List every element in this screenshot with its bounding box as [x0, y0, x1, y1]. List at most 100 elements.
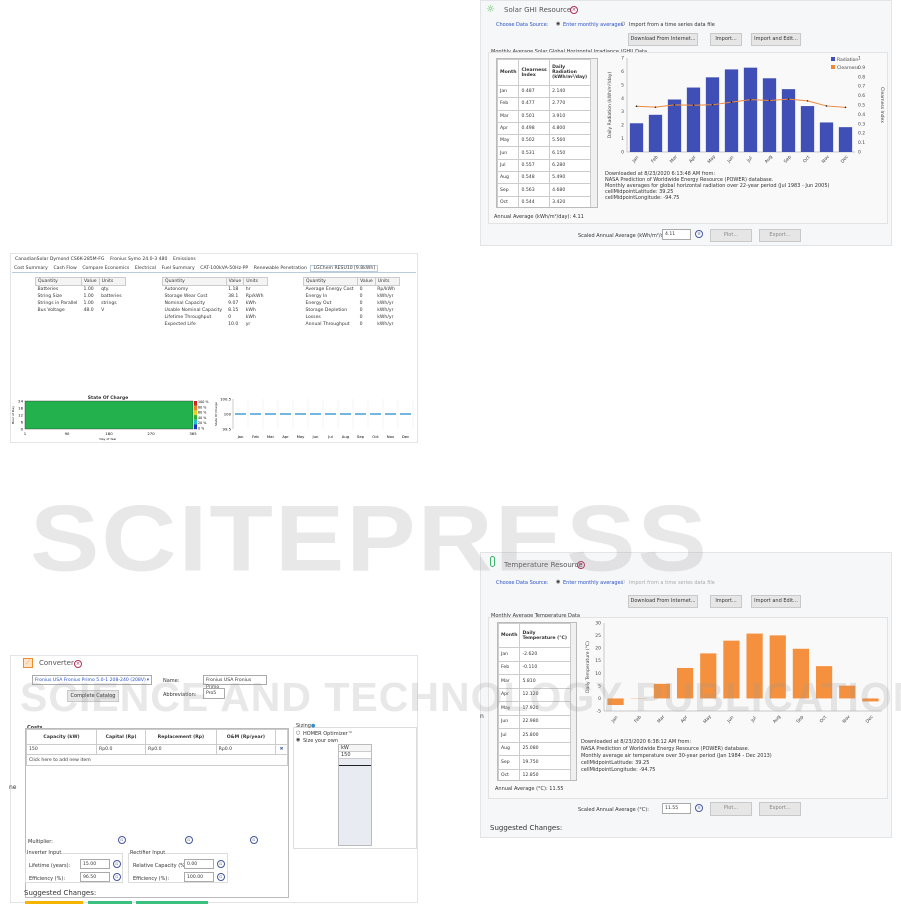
table-cell[interactable]: 1.00 [81, 300, 99, 307]
scaled-average-input[interactable]: 11.55 [662, 803, 691, 814]
add-item-row[interactable]: Click here to add new item [27, 755, 288, 766]
radio-size-own[interactable]: ◉ [296, 737, 300, 743]
tab-battery[interactable]: LGChem RESU10 [9.8kWh] [310, 265, 378, 272]
table-cell[interactable]: -2.620 [520, 648, 571, 662]
table-cell[interactable]: 4.680 [550, 184, 591, 196]
table-cell[interactable]: 0 [358, 321, 376, 328]
table-cell[interactable]: Strings in Parallel [36, 300, 82, 307]
reff-sensitivity-icon[interactable]: ⊡ [217, 873, 225, 881]
table-cell[interactable]: Average Energy Cost [304, 286, 358, 293]
title-tab[interactable]: Emissions [171, 257, 198, 262]
rectifier-efficiency-input[interactable]: 100.00 [184, 872, 214, 882]
table-cell[interactable]: May [498, 135, 519, 147]
table-cell[interactable]: 0.501 [519, 110, 550, 122]
table-cell[interactable]: kWh/yr [375, 300, 399, 307]
table-cell[interactable]: String Size [36, 293, 82, 300]
table-cell[interactable]: Nominal Capacity [163, 300, 227, 307]
costs-table[interactable]: Capacity (kW)Capital (Rp)Replacement (Rp… [26, 729, 288, 766]
table-cell[interactable]: Energy In [304, 293, 358, 300]
table-cell[interactable]: 6.280 [550, 159, 591, 171]
table-cell[interactable]: Usable Nominal Capacity [163, 307, 227, 314]
table-cell[interactable]: 12.850 [520, 769, 571, 781]
table-cell[interactable]: 48.0 [81, 307, 99, 314]
table-cell[interactable]: Sep [498, 184, 519, 196]
table-cell[interactable]: Feb [499, 661, 520, 675]
table-cell[interactable]: 25.800 [520, 729, 571, 743]
table-cell[interactable]: hr [244, 286, 268, 293]
relative-capacity-input[interactable]: 0.00 [184, 859, 214, 869]
table-cell[interactable]: 2.770 [550, 98, 591, 110]
table-cell[interactable]: Oct [499, 769, 520, 781]
table-cell[interactable]: Losses [304, 314, 358, 321]
export-button[interactable]: Export... [759, 802, 801, 816]
table-cell[interactable]: 19.750 [520, 756, 571, 770]
table-cell[interactable]: Bus Voltage [36, 307, 82, 314]
lifetime-input[interactable]: 15.00 [80, 859, 110, 869]
table-cell[interactable]: 25.080 [520, 742, 571, 756]
tab-compare-economics[interactable]: Compare Economics [80, 266, 131, 271]
table-cell[interactable]: 1.00 [81, 286, 99, 293]
multiplier-om-icon[interactable]: ⊡ [250, 836, 258, 844]
table-cell[interactable]: kWh/yr [375, 314, 399, 321]
radio-import[interactable]: ○ [621, 21, 625, 27]
table-cell[interactable]: 6.150 [550, 147, 591, 159]
title-tab[interactable]: Fronius Symo 24.0-3 480 [108, 257, 169, 262]
om-cell[interactable]: Rp0.0 [216, 745, 275, 755]
table-cell[interactable]: Feb [498, 98, 519, 110]
table-cell[interactable]: 10.0 [226, 321, 244, 328]
table-cell[interactable]: 4.800 [550, 122, 591, 134]
table-cell[interactable]: 38.1 [226, 293, 244, 300]
table-cell[interactable]: Rp/kWh [244, 293, 268, 300]
table-cell[interactable]: 0.557 [519, 159, 550, 171]
lifetime-sensitivity-icon[interactable]: ⊡ [113, 860, 121, 868]
tab-generator[interactable]: CAT-100kVA-50Hz-PP [198, 266, 250, 271]
sensitivity-icon[interactable]: ☰ [695, 230, 703, 238]
table-cell[interactable]: Apr [498, 122, 519, 134]
scaled-average-input[interactable]: 4.11 [662, 229, 691, 240]
table-cell[interactable]: strings [99, 300, 126, 307]
sensitivity-icon[interactable]: ☰ [695, 804, 703, 812]
table-cell[interactable]: kWh/yr [375, 307, 399, 314]
table-cell[interactable]: Jan [499, 648, 520, 662]
table-cell[interactable]: 5.560 [550, 135, 591, 147]
table-cell[interactable]: 0.502 [519, 135, 550, 147]
table-cell[interactable]: 5.490 [550, 172, 591, 184]
capital-cell[interactable]: Rp0.0 [97, 745, 146, 755]
plot-button[interactable]: Plot... [710, 802, 752, 816]
table-cell[interactable]: yr [244, 321, 268, 328]
table-cell[interactable]: 0.477 [519, 98, 550, 110]
table-cell[interactable]: kWh/yr [375, 321, 399, 328]
table-cell[interactable]: 0 [226, 314, 244, 321]
table-cell[interactable]: 0.487 [519, 86, 550, 98]
table-row[interactable]: Jan-2.620 [499, 648, 571, 662]
tab-cost-summary[interactable]: Cost Summary [12, 266, 50, 271]
table-cell[interactable]: 2.140 [550, 86, 591, 98]
tab-cash-flow[interactable]: Cash Flow [51, 266, 78, 271]
table-cell[interactable]: Jan [498, 86, 519, 98]
table-cell[interactable]: 3.910 [550, 110, 591, 122]
table-cell[interactable]: Jul [499, 729, 520, 743]
table-cell[interactable]: 0.548 [519, 172, 550, 184]
table-cell[interactable]: Annual Throughput [304, 321, 358, 328]
table-cell[interactable]: V [99, 307, 126, 314]
table-cell[interactable]: Expected Life [163, 321, 227, 328]
table-cell[interactable]: kWh [244, 314, 268, 321]
table-cell[interactable]: Energy Out [304, 300, 358, 307]
table-cell[interactable]: kWh [244, 307, 268, 314]
radio-monthly[interactable]: ◉ [556, 21, 560, 27]
table-cell[interactable]: -0.110 [520, 661, 571, 675]
table-cell[interactable]: 0.544 [519, 196, 550, 208]
import-button[interactable]: Import... [710, 595, 742, 608]
table-cell[interactable]: 0 [358, 314, 376, 321]
